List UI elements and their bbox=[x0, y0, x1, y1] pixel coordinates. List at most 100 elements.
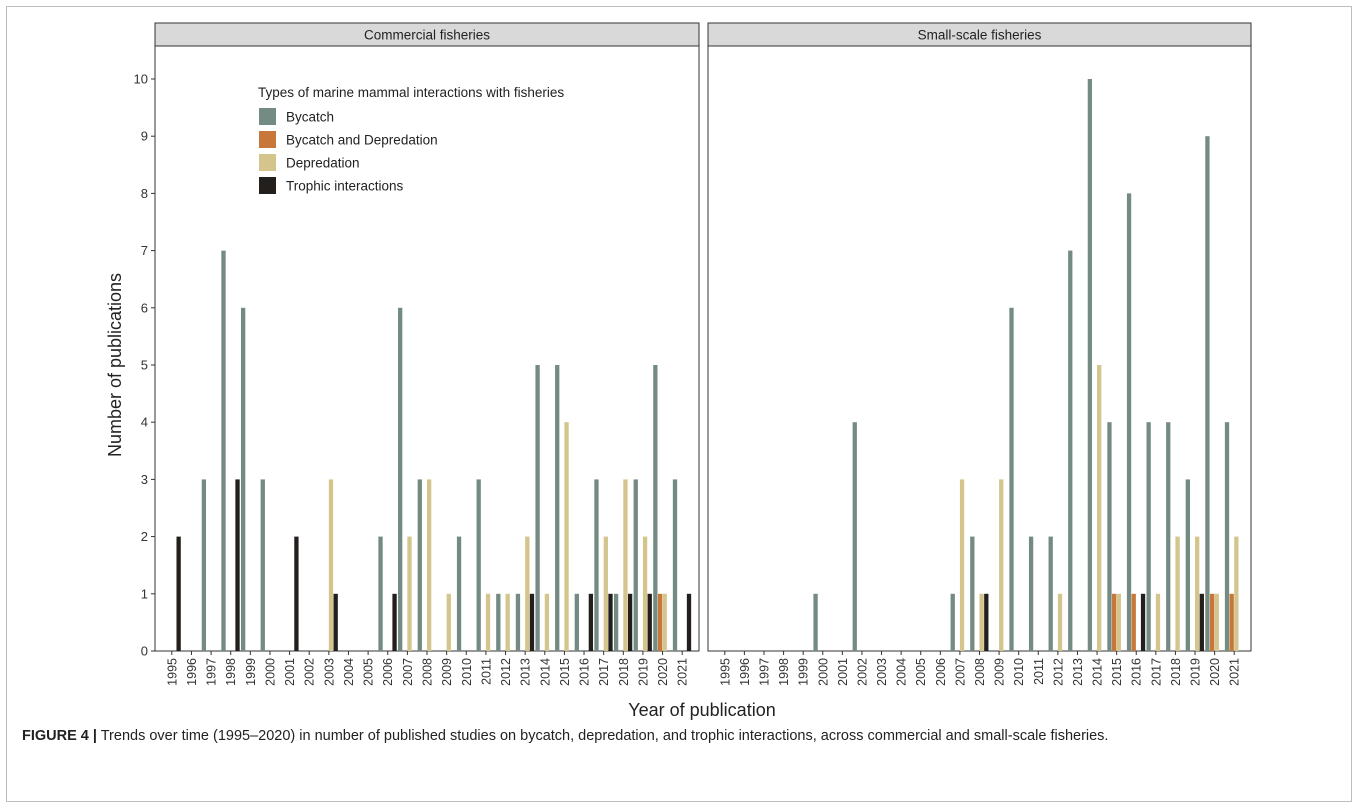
bar-trophic-interactions-1995 bbox=[176, 536, 181, 651]
bar-bycatch-2020 bbox=[1205, 136, 1210, 651]
bar-bycatch-2011 bbox=[476, 479, 481, 651]
bar-bycatch-2010 bbox=[456, 536, 462, 651]
x-tick-label: 2008 bbox=[973, 658, 987, 686]
bar-bycatch-2012 bbox=[1048, 536, 1053, 651]
x-tick-label: 2003 bbox=[322, 658, 336, 686]
x-tick-label: 2004 bbox=[895, 658, 909, 686]
bar-bycatch-2013 bbox=[1068, 250, 1073, 651]
x-tick-label: 2020 bbox=[656, 658, 670, 686]
bar-depredation-2012 bbox=[1057, 593, 1063, 651]
bar-depredation-2019 bbox=[642, 536, 648, 651]
bar-bycatch-2019 bbox=[633, 479, 638, 651]
x-tick-label: 2012 bbox=[499, 658, 513, 686]
bar-trophic-interactions-2019 bbox=[1199, 593, 1204, 651]
bar-trophic-interactions-2008 bbox=[984, 593, 989, 651]
figure-frame bbox=[6, 6, 1352, 802]
x-tick-label: 2011 bbox=[1032, 658, 1046, 685]
bar-depredation-2020 bbox=[1214, 593, 1219, 651]
y-tick-label: 4 bbox=[141, 415, 148, 430]
bar-bycatch-1998 bbox=[221, 250, 226, 651]
x-tick-label: 1995 bbox=[718, 658, 732, 686]
x-tick-label: 2000 bbox=[816, 658, 830, 686]
bar-bycatch-and-depredation-2021 bbox=[1229, 593, 1234, 651]
bar-depredation-2017 bbox=[603, 536, 608, 651]
x-tick-label: 2018 bbox=[1169, 658, 1183, 686]
x-tick-label: 1996 bbox=[185, 658, 199, 686]
x-tick-label: 2019 bbox=[636, 658, 650, 686]
x-tick-label: 2010 bbox=[460, 658, 474, 686]
bar-bycatch-2018 bbox=[1166, 422, 1171, 651]
x-tick-label: 2016 bbox=[1130, 658, 1144, 686]
y-tick-label: 9 bbox=[141, 129, 148, 144]
bar-depredation-2020 bbox=[662, 593, 667, 651]
x-tick-label: 2002 bbox=[303, 658, 317, 686]
y-tick-label: 2 bbox=[141, 529, 148, 544]
bar-trophic-interactions-2006 bbox=[392, 593, 397, 651]
bar-depredation-2019 bbox=[1195, 536, 1200, 651]
x-tick-label: 1999 bbox=[244, 658, 258, 686]
bar-bycatch-2018 bbox=[613, 593, 619, 651]
bar-bycatch-2002 bbox=[852, 422, 857, 651]
x-tick-label: 2017 bbox=[597, 658, 611, 686]
bar-bycatch-1997 bbox=[201, 479, 207, 651]
bar-bycatch-1999 bbox=[240, 307, 246, 651]
bar-bycatch-2012 bbox=[496, 593, 501, 651]
y-tick-label: 1 bbox=[141, 586, 148, 601]
x-tick-label: 2001 bbox=[836, 658, 850, 686]
bar-bycatch-2019 bbox=[1185, 479, 1190, 651]
bar-bycatch-2015 bbox=[555, 365, 560, 651]
x-tick-label: 2021 bbox=[676, 658, 690, 686]
figure-caption: FIGURE 4 | Trends over time (1995–2020) … bbox=[22, 726, 1332, 747]
bar-trophic-interactions-2017 bbox=[608, 593, 613, 651]
y-tick-label: 0 bbox=[141, 644, 148, 659]
x-tick-label: 2015 bbox=[558, 658, 572, 686]
legend-label: Depredation bbox=[286, 156, 360, 171]
bar-bycatch-2014 bbox=[535, 365, 540, 651]
bar-bycatch-and-depredation-2015 bbox=[1111, 593, 1117, 651]
legend-swatch-bycatch-and-depredation bbox=[259, 131, 276, 148]
bar-depredation-2018 bbox=[623, 479, 628, 651]
bar-bycatch-2000 bbox=[813, 593, 818, 651]
bar-bycatch-2008 bbox=[970, 536, 975, 651]
bar-bycatch-2016 bbox=[1126, 193, 1132, 651]
x-tick-label: 1998 bbox=[777, 658, 791, 686]
legend-label: Trophic interactions bbox=[286, 179, 404, 194]
bar-bycatch-2007 bbox=[950, 593, 955, 651]
y-tick-label: 10 bbox=[134, 72, 148, 87]
bar-trophic-interactions-2001 bbox=[294, 536, 299, 651]
x-tick-label: 2014 bbox=[1091, 658, 1105, 686]
x-tick-label: 2021 bbox=[1228, 658, 1242, 686]
y-tick-label: 6 bbox=[141, 300, 148, 315]
x-tick-label: 2009 bbox=[993, 658, 1007, 686]
bar-trophic-interactions-2016 bbox=[588, 593, 594, 651]
bar-trophic-interactions-2016 bbox=[1140, 593, 1146, 651]
bar-bycatch-2020 bbox=[653, 365, 658, 651]
legend-label: Bycatch bbox=[286, 110, 334, 125]
x-tick-label: 2008 bbox=[421, 658, 435, 686]
bar-depredation-2014 bbox=[1097, 365, 1102, 651]
bar-bycatch-2017 bbox=[1146, 422, 1151, 651]
y-tick-label: 7 bbox=[141, 243, 148, 258]
bar-depredation-2009 bbox=[446, 593, 451, 651]
bar-depredation-2008 bbox=[427, 479, 432, 651]
x-tick-label: 2003 bbox=[875, 658, 889, 686]
bar-bycatch-2011 bbox=[1028, 536, 1034, 651]
x-tick-label: 1995 bbox=[165, 658, 179, 686]
y-axis-label: Number of publications bbox=[105, 273, 125, 457]
legend-swatch-bycatch bbox=[259, 108, 276, 125]
x-tick-label: 1999 bbox=[797, 658, 811, 686]
bar-depredation-2008 bbox=[979, 593, 984, 651]
bar-chart-figure: Commercial fisheries 1995 1996 1997 1998 1999… bbox=[105, 22, 1252, 720]
x-tick-label: 1996 bbox=[738, 658, 752, 686]
chart-panels: Commercial fisheries 1995 1996 1997 1998 1999… bbox=[154, 22, 1252, 686]
x-tick-label: 2004 bbox=[342, 658, 356, 686]
bar-depredation-2011 bbox=[485, 593, 491, 651]
bar-trophic-interactions-2013 bbox=[529, 593, 535, 651]
panel-small-scale: Small-scale fisheries 1995 1996 1997 1998 199… bbox=[707, 22, 1252, 686]
bar-bycatch-and-depredation-2020 bbox=[1209, 593, 1215, 651]
bar-depredation-2007 bbox=[407, 536, 412, 651]
x-tick-label: 2013 bbox=[1071, 658, 1085, 686]
bar-bycatch-2021 bbox=[672, 479, 678, 651]
bar-bycatch-2016 bbox=[574, 593, 579, 651]
x-tick-label: 2011 bbox=[479, 658, 493, 685]
